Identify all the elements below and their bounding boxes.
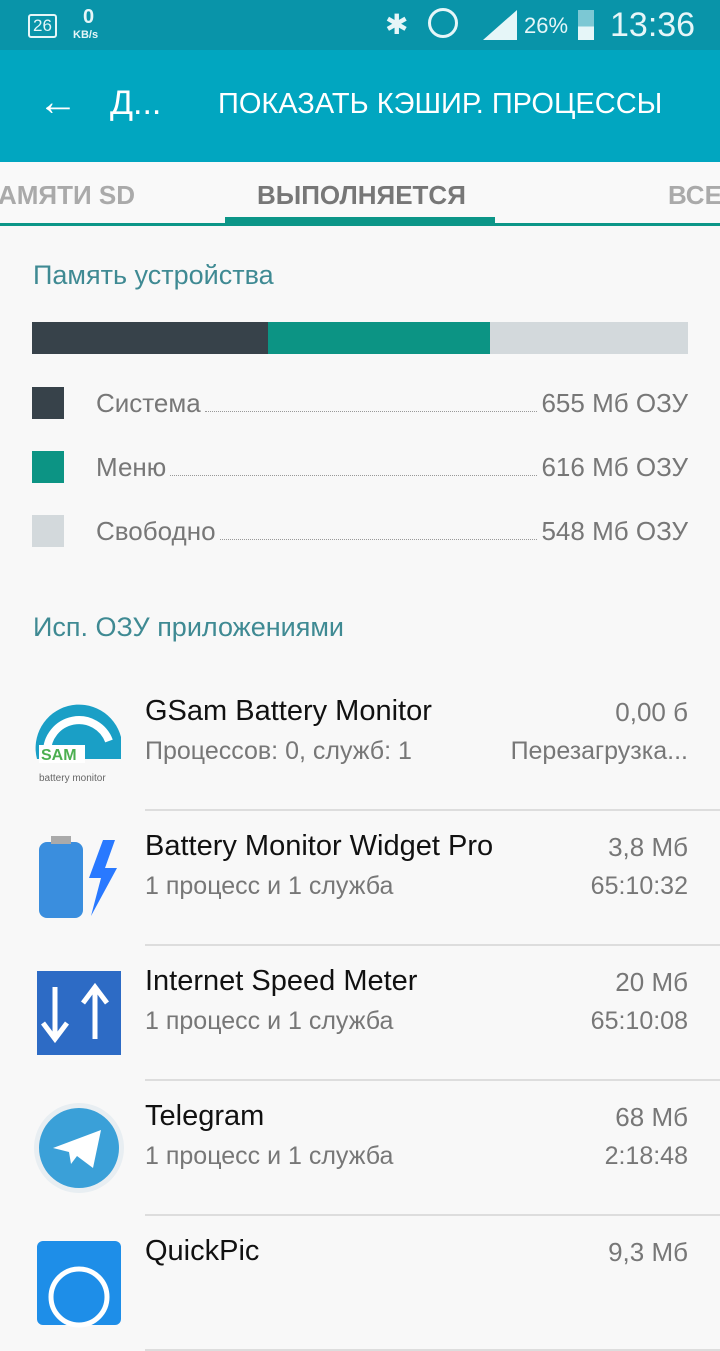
app-ram-heading: Исп. ОЗУ приложениями: [33, 612, 345, 642]
divider: [145, 809, 720, 811]
gsam-icon: SAM battery monitor: [33, 697, 125, 789]
bluetooth-icon: ✱: [385, 9, 409, 40]
notification-badge: 26: [28, 14, 57, 38]
app-name: Internet Speed Meter: [145, 965, 418, 997]
app-ram-size: 68 Мб: [615, 1102, 688, 1132]
alarm-icon: [428, 8, 458, 38]
legend-swatch: [32, 515, 64, 547]
legend-swatch: [32, 387, 64, 419]
battery-widget-icon: [33, 832, 125, 924]
battery-icon: [578, 10, 594, 40]
app-list-item[interactable]: Internet Speed Meter 1 процесс и 1 служб…: [0, 945, 720, 1081]
page-title: Д...: [110, 84, 162, 122]
divider: [145, 1079, 720, 1081]
divider: [145, 1214, 720, 1216]
app-processes: Процессов: 0, служб: 1: [145, 737, 412, 765]
dotted-leader: [170, 458, 538, 476]
memory-legend-row: Система 655 Мб ОЗУ: [32, 383, 688, 423]
svg-text:battery monitor: battery monitor: [39, 773, 106, 784]
app-name: QuickPic: [145, 1235, 260, 1267]
status-bar: 26 0 KB/s ✱ 26% 13:36: [0, 0, 720, 50]
legend-swatch: [32, 451, 64, 483]
clock: 13:36: [610, 6, 696, 44]
app-list-item[interactable]: Battery Monitor Widget Pro 1 процесс и 1…: [0, 810, 720, 946]
memory-segment-1: [268, 322, 491, 354]
tab-all[interactable]: ВСЕ: [668, 180, 720, 210]
signal-icon: [483, 10, 517, 40]
app-list-item[interactable]: Telegram 1 процесс и 1 служба 68 Мб 2:18…: [0, 1080, 720, 1216]
legend-label: Система: [96, 387, 201, 418]
telegram-icon: [33, 1102, 125, 1194]
app-processes: 1 процесс и 1 служба: [145, 872, 394, 900]
app-run-time: 65:10:32: [590, 872, 688, 900]
app-list-item[interactable]: QuickPic 9,3 Мб: [0, 1215, 720, 1351]
legend-value: 616 Мб ОЗУ: [541, 451, 688, 482]
app-name: GSam Battery Monitor: [145, 695, 432, 727]
tab-bar: АМЯТИ SD ВЫПОЛНЯЕТСЯ ВСЕ: [0, 162, 720, 226]
net-speed-unit: KB/s: [73, 29, 99, 41]
legend-value: 548 Мб ОЗУ: [541, 515, 688, 546]
memory-legend-row: Меню 616 Мб ОЗУ: [32, 447, 688, 487]
back-arrow-icon[interactable]: ←: [38, 80, 78, 124]
app-name: Battery Monitor Widget Pro: [145, 830, 494, 862]
app-list-item[interactable]: SAM battery monitor GSam Battery Monitor …: [0, 675, 720, 811]
app-run-time: Перезагрузка...: [510, 737, 688, 765]
app-name: Telegram: [145, 1100, 265, 1132]
legend-label: Свободно: [96, 515, 216, 546]
app-ram-size: 3,8 Мб: [608, 832, 688, 862]
legend-label: Меню: [96, 451, 167, 482]
speed-meter-icon: [33, 967, 125, 1059]
show-cached-processes-button[interactable]: ПОКАЗАТЬ КЭШИР. ПРОЦЕССЫ: [218, 88, 663, 120]
app-ram-size: 0,00 б: [615, 697, 688, 727]
net-speed-value: 0: [83, 6, 95, 28]
memory-segment-2: [490, 322, 688, 354]
active-tab-indicator: [225, 217, 495, 224]
app-processes: 1 процесс и 1 служба: [145, 1142, 394, 1170]
tab-sd-memory[interactable]: АМЯТИ SD: [0, 180, 136, 210]
quickpic-icon: [33, 1237, 125, 1329]
divider: [145, 944, 720, 946]
app-ram-size: 20 Мб: [615, 967, 688, 997]
memory-legend-row: Свободно 548 Мб ОЗУ: [32, 511, 688, 551]
legend-value: 655 Мб ОЗУ: [541, 387, 688, 418]
app-run-time: 2:18:48: [604, 1142, 688, 1170]
app-bar: ← Д... ПОКАЗАТЬ КЭШИР. ПРОЦЕССЫ: [0, 50, 720, 162]
svg-text:SAM: SAM: [41, 747, 77, 764]
memory-usage-bar: [32, 322, 688, 354]
tab-running[interactable]: ВЫПОЛНЯЕТСЯ: [257, 180, 466, 210]
app-ram-size: 9,3 Мб: [608, 1237, 688, 1267]
battery-percent: 26%: [524, 13, 569, 38]
dotted-leader: [204, 394, 538, 412]
dotted-leader: [219, 522, 538, 540]
app-run-time: 65:10:08: [590, 1007, 688, 1035]
memory-segment-0: [32, 322, 269, 354]
device-memory-heading: Память устройства: [33, 260, 274, 290]
app-processes: 1 процесс и 1 служба: [145, 1007, 394, 1035]
